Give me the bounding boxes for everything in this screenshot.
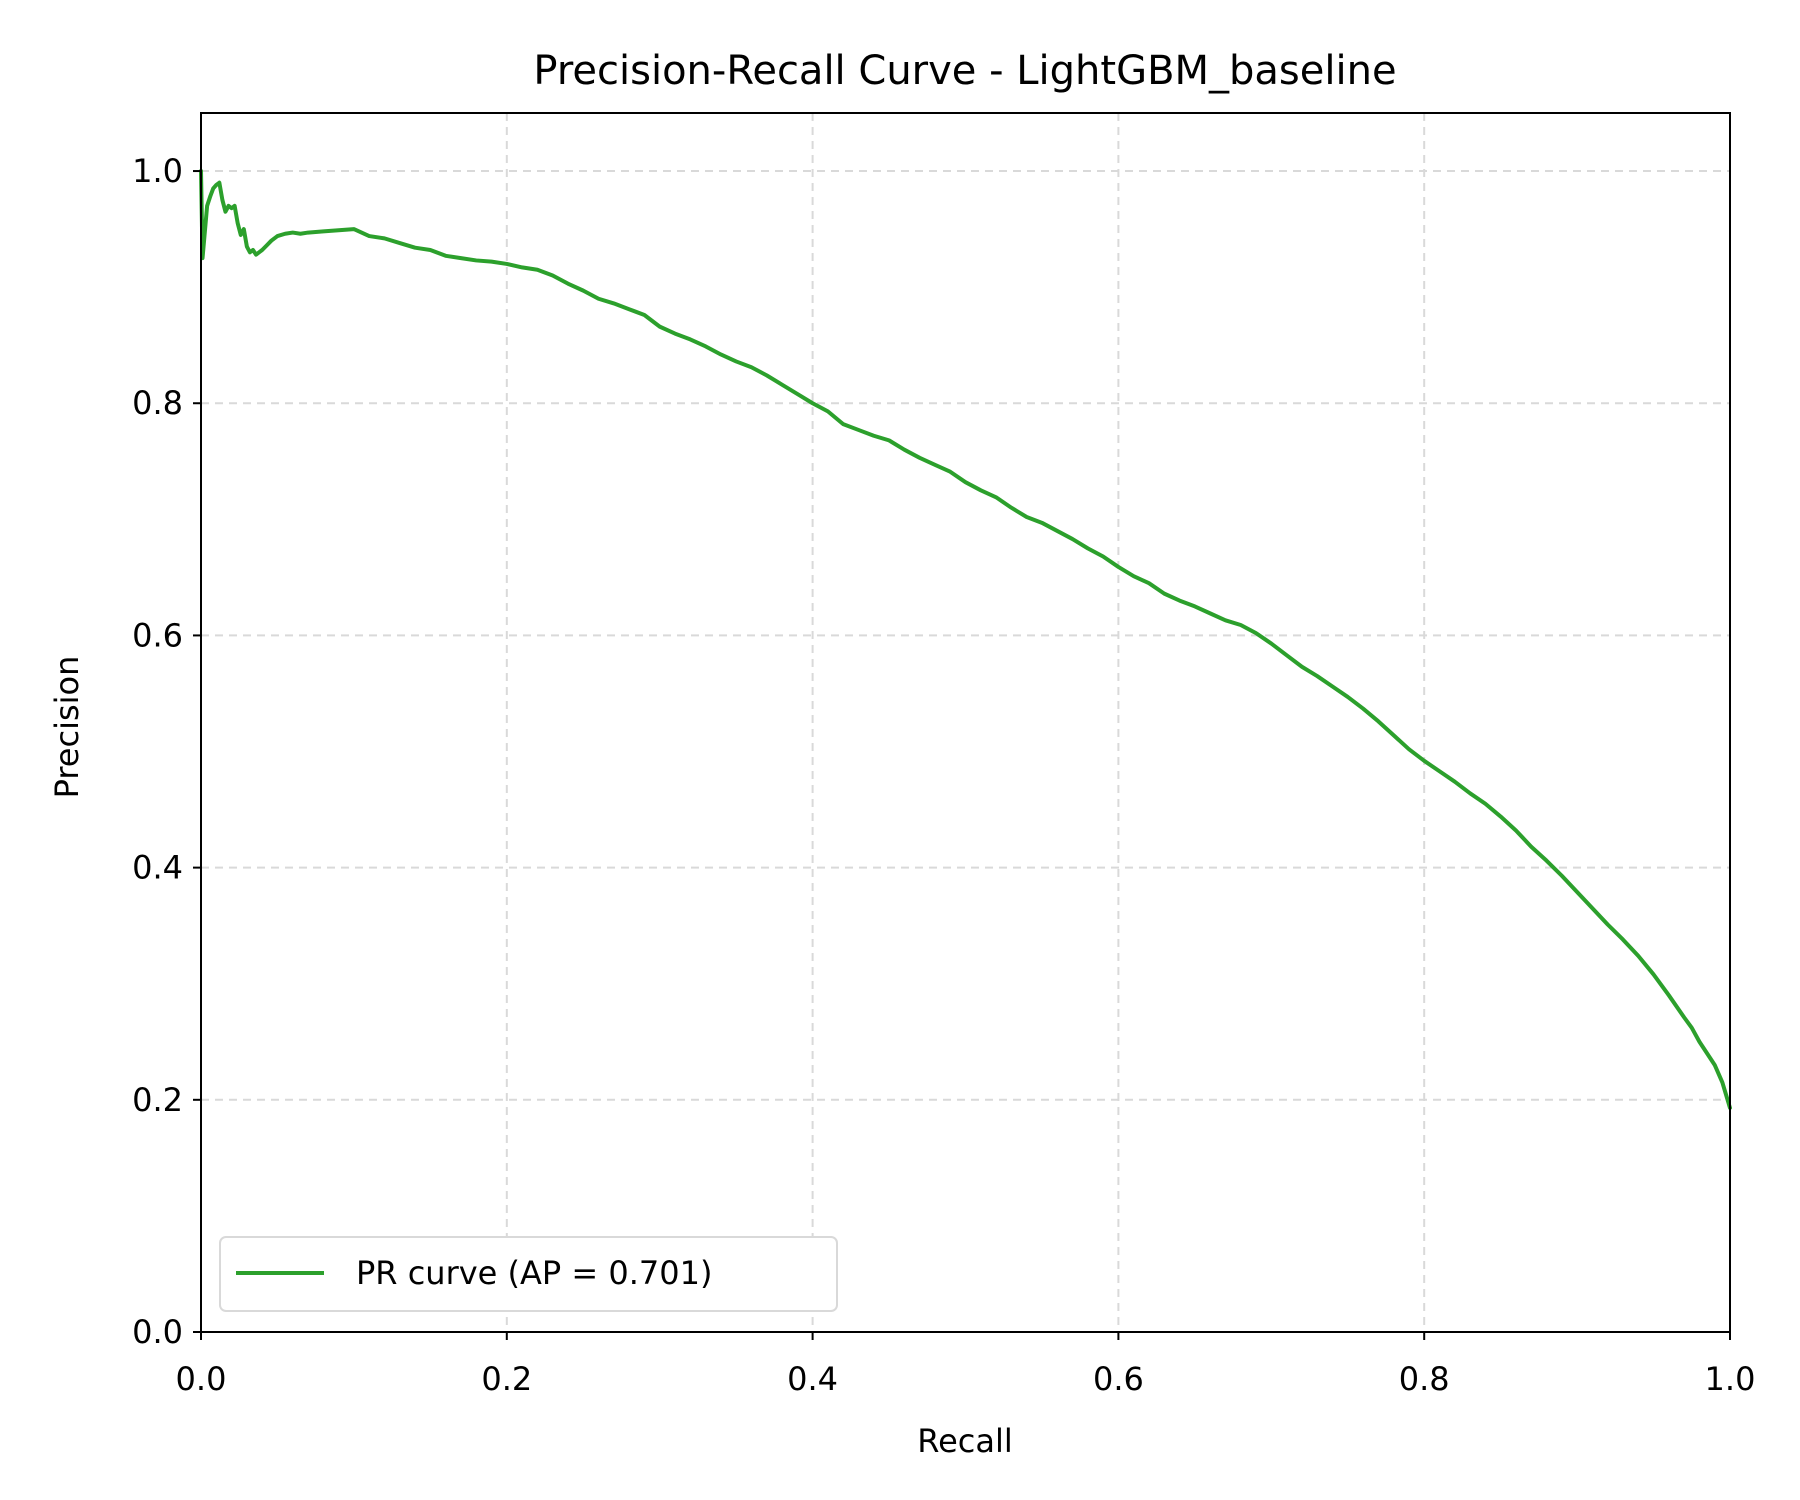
y-axis-ticks: 0.0 0.2 0.4 0.6 0.8 1.0 — [132, 152, 201, 1351]
x-axis-ticks: 0.0 0.2 0.4 0.6 0.8 1.0 — [176, 1332, 1756, 1398]
plot-area-frame — [200, 112, 1731, 1333]
pr-curve-line — [199, 169, 1732, 1110]
y-axis-label: Precision — [48, 656, 86, 799]
x-tick-label: 0.2 — [481, 1360, 532, 1398]
grid-lines — [201, 113, 1730, 1332]
x-tick-label: 1.0 — [1705, 1360, 1756, 1398]
y-tick-label: 0.0 — [132, 1313, 183, 1351]
x-tick-label: 0.8 — [1399, 1360, 1450, 1398]
legend-label: PR curve (AP = 0.701) — [356, 1254, 712, 1292]
legend: PR curve (AP = 0.701) — [219, 1236, 838, 1312]
legend-box — [219, 1236, 838, 1312]
curve-layer — [199, 169, 1732, 1110]
x-tick-label: 0.4 — [787, 1360, 838, 1398]
y-tick-label: 0.6 — [132, 616, 183, 654]
x-axis-label: Recall — [917, 1422, 1012, 1460]
y-tick-label: 0.4 — [132, 849, 183, 887]
y-tick-label: 0.2 — [132, 1081, 183, 1119]
chart-title: Precision-Recall Curve - LightGBM_baseli… — [533, 48, 1396, 94]
y-tick-label: 0.8 — [132, 384, 183, 422]
y-tick-label: 1.0 — [132, 152, 183, 190]
x-tick-label: 0.6 — [1093, 1360, 1144, 1398]
x-tick-label: 0.0 — [176, 1360, 227, 1398]
